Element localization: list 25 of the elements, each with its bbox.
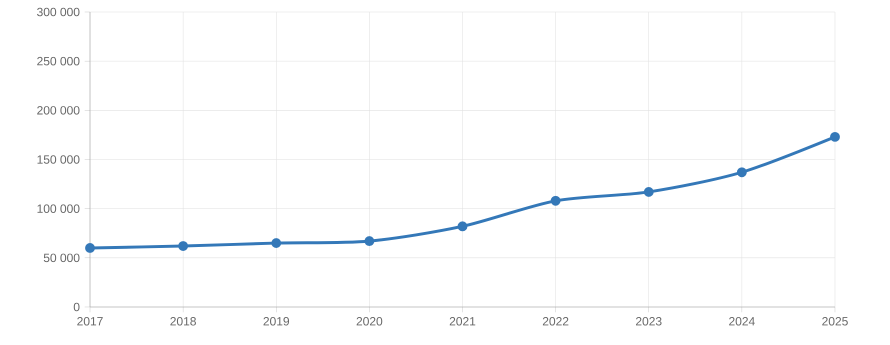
y-tick-label: 0 (74, 302, 80, 312)
y-tick-label: 300 000 (37, 8, 80, 16)
point (85, 243, 95, 253)
y-tick-label: 150 000 (38, 155, 80, 164)
x-tick-label: 2020 (356, 317, 382, 326)
point (736, 167, 747, 178)
x-tick-label: 2021 (450, 317, 476, 326)
point (830, 132, 840, 142)
y-tick-label: 200 000 (37, 106, 80, 115)
point (364, 236, 374, 246)
y-tick-label: 50 000 (44, 254, 80, 262)
y-tick-label: 250 000 (37, 56, 80, 66)
x-tick-label: 2023 (636, 317, 662, 326)
x-tick-label: 2019 (264, 317, 290, 326)
x-tick-label: 2017 (77, 317, 103, 326)
x-tick-label: 2024 (729, 317, 755, 326)
point (271, 238, 282, 248)
x-tick-label: 2022 (542, 317, 568, 326)
point (458, 221, 468, 232)
x-tick-label: 2018 (170, 317, 196, 326)
y-tick-label: 100 000 (38, 204, 80, 213)
point (550, 196, 561, 206)
point (644, 187, 654, 197)
point (178, 241, 188, 251)
x-tick-label: 2025 (822, 317, 848, 326)
